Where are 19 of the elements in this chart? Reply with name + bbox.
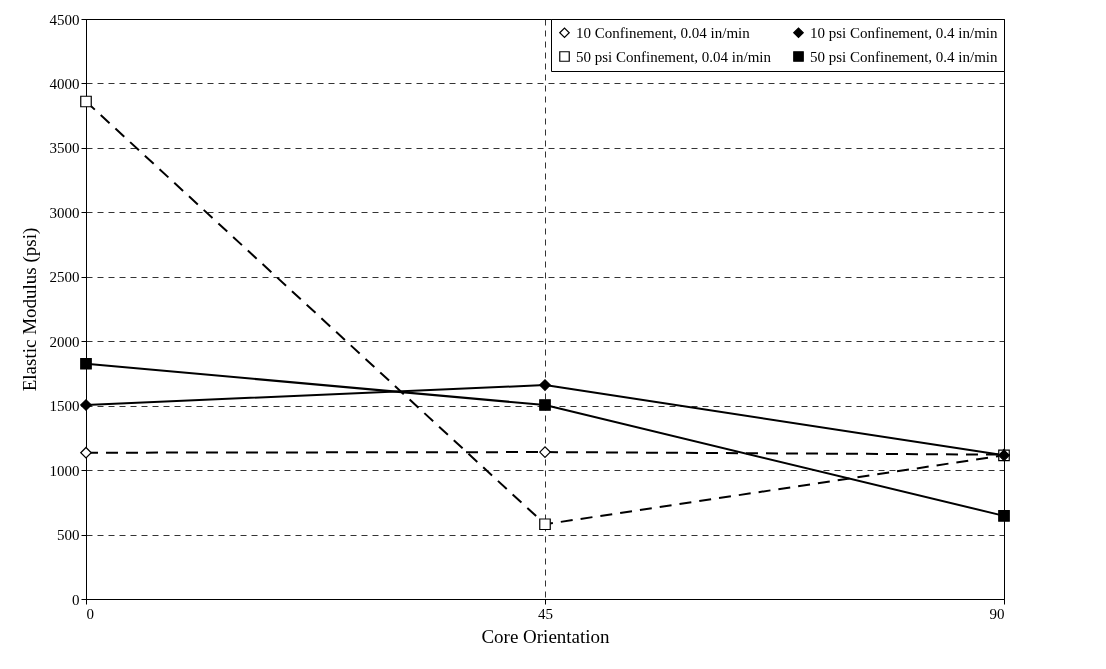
y-tick-label: 4500 — [49, 11, 80, 28]
y-tick-label: 0 — [72, 591, 80, 608]
x-tick-label: 0 — [86, 605, 94, 622]
legend-label: 10 Confinement, 0.04 in/min — [576, 24, 751, 41]
x-tick-label: 45 — [538, 605, 553, 622]
y-axis-title: Elastic Modulus (psi) — [18, 227, 41, 392]
y-tick-label: 4000 — [49, 75, 80, 92]
legend-label: 10 psi Confinement, 0.4 in/min — [810, 24, 998, 41]
legend-label: 50 psi Confinement, 0.4 in/min — [810, 48, 998, 65]
y-tick-label: 1500 — [49, 398, 80, 415]
y-tick-label: 500 — [57, 527, 80, 544]
legend-label: 50 psi Confinement, 0.04 in/min — [576, 48, 772, 65]
y-tick-label: 3000 — [49, 204, 80, 221]
y-tick-label: 2000 — [49, 333, 80, 350]
y-tick-label: 2500 — [49, 269, 80, 286]
x-axis-title: Core Orientation — [481, 625, 611, 647]
y-tick-label: 1000 — [49, 462, 80, 479]
y-tick-label: 3500 — [49, 140, 80, 157]
x-tick-label: 90 — [989, 605, 1005, 622]
